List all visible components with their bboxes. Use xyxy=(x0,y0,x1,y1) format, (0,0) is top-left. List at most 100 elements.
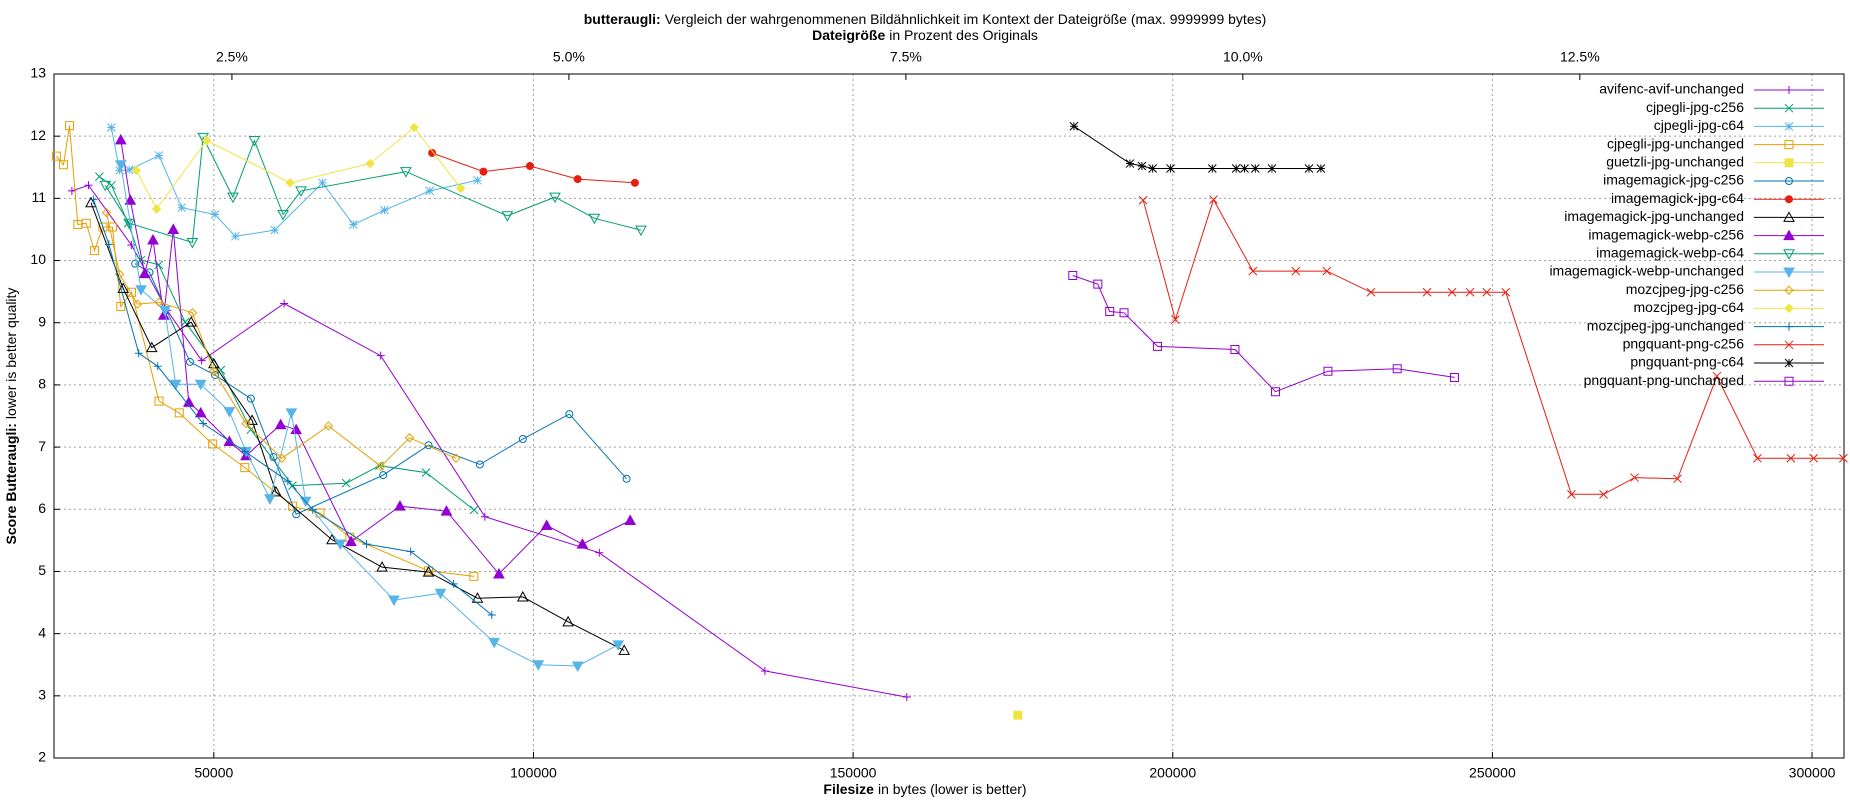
y-tick-label: 2 xyxy=(38,749,46,765)
point xyxy=(147,233,159,245)
y-tick-label: 12 xyxy=(30,127,46,143)
x2-label-bold: Dateigröße xyxy=(812,27,885,43)
point xyxy=(1138,195,1148,205)
x-tick-label: 150000 xyxy=(830,765,877,781)
x-label-bold: Filesize xyxy=(823,781,874,797)
point xyxy=(549,192,561,204)
legend-label: pngquant-png-c256 xyxy=(1623,336,1745,352)
point xyxy=(201,135,212,146)
x2-tick-label: 7.5% xyxy=(890,49,922,65)
series-line xyxy=(106,212,457,468)
point xyxy=(406,547,415,556)
series-line xyxy=(99,176,475,511)
point xyxy=(434,588,447,600)
point xyxy=(1366,287,1376,297)
point xyxy=(424,441,433,450)
point xyxy=(285,408,298,419)
point xyxy=(274,418,287,430)
x2-label-rest: in Prozent des Originals xyxy=(889,27,1038,43)
legend-marker xyxy=(1784,285,1794,295)
point xyxy=(1230,344,1240,354)
point xyxy=(169,379,182,391)
point xyxy=(134,349,143,358)
point xyxy=(1209,195,1218,204)
x-tick-label: 300000 xyxy=(1789,765,1836,781)
point xyxy=(501,211,514,222)
point xyxy=(99,180,112,192)
point xyxy=(211,370,220,379)
point xyxy=(65,121,75,131)
point xyxy=(1809,453,1818,463)
point xyxy=(1673,474,1682,484)
point xyxy=(469,571,479,581)
legend-marker xyxy=(1784,303,1794,314)
point xyxy=(1839,453,1848,463)
point xyxy=(1465,287,1475,297)
point xyxy=(422,566,435,577)
point xyxy=(1482,287,1492,297)
point xyxy=(902,693,911,702)
point xyxy=(323,421,334,431)
x-label-rest: in bytes (lower is better) xyxy=(878,781,1027,797)
legend-marker xyxy=(1784,103,1794,113)
point xyxy=(1449,372,1459,382)
point xyxy=(277,453,287,463)
series-line xyxy=(431,152,635,184)
legend-label: mozcjpeg-jpg-unchanged xyxy=(1587,317,1744,333)
legend-label: imagemagick-webp-c256 xyxy=(1588,226,1744,242)
point xyxy=(81,218,91,228)
point xyxy=(107,222,117,232)
x2-tick-label: 2.5% xyxy=(216,49,248,65)
point xyxy=(145,341,158,353)
legend-marker xyxy=(1785,195,1793,204)
point xyxy=(84,181,93,190)
point xyxy=(280,299,289,308)
point xyxy=(295,186,307,197)
point xyxy=(227,192,239,204)
point xyxy=(264,494,276,505)
legend-marker xyxy=(1784,158,1794,168)
point xyxy=(635,225,647,237)
point xyxy=(565,410,574,419)
point xyxy=(199,419,208,428)
point xyxy=(421,468,431,477)
point xyxy=(1250,164,1260,173)
point xyxy=(362,540,371,549)
series-line xyxy=(90,202,625,651)
point xyxy=(246,394,255,403)
point xyxy=(525,162,534,171)
point xyxy=(124,165,134,175)
point xyxy=(114,133,127,145)
point xyxy=(379,471,388,480)
y-label-bold: Score Butteraugli: xyxy=(3,423,19,544)
point xyxy=(106,123,116,132)
point xyxy=(345,535,357,547)
point xyxy=(488,637,500,649)
point xyxy=(197,356,206,365)
point xyxy=(1069,121,1079,131)
legend-label: cjpegli-jpg-c64 xyxy=(1654,117,1744,133)
point xyxy=(471,592,484,603)
point xyxy=(473,175,482,185)
point xyxy=(73,219,83,229)
legend-label: imagemagick-webp-c64 xyxy=(1596,245,1744,261)
legend-marker xyxy=(1784,140,1794,150)
point xyxy=(208,439,218,449)
point xyxy=(404,433,415,443)
point xyxy=(1093,279,1103,289)
y-tick-label: 9 xyxy=(38,313,46,329)
legend-label: cjpegli-jpg-c256 xyxy=(1646,99,1744,115)
point xyxy=(167,223,180,234)
point xyxy=(1422,287,1432,297)
point xyxy=(425,186,435,196)
point xyxy=(269,453,278,462)
legend-label: imagemagick-jpg-c256 xyxy=(1603,172,1744,188)
point xyxy=(174,408,184,418)
point xyxy=(209,366,219,376)
legend-marker xyxy=(1784,376,1794,386)
series-line xyxy=(1073,125,1321,169)
point xyxy=(1152,341,1162,351)
point xyxy=(1447,287,1457,297)
point xyxy=(277,210,289,221)
